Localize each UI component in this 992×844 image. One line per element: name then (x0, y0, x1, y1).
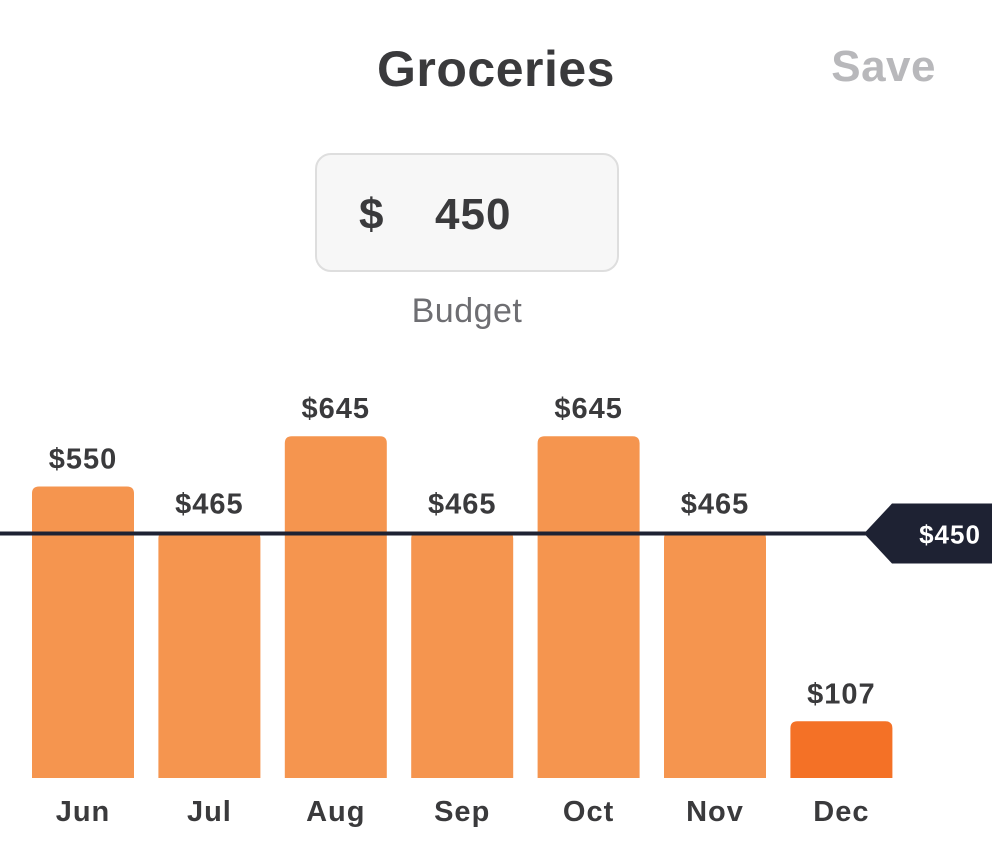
bar-value-label: $645 (302, 393, 371, 425)
spending-chart: $550 Jun $465 Jul $645 Aug $465 Sep $645 Oct $465 N… (0, 370, 992, 844)
bar-value-label: $645 (554, 393, 623, 425)
month-label-jun: Jun (56, 796, 111, 828)
month-label-sep: Sep (434, 796, 490, 828)
budget-input[interactable]: $ 450 (315, 153, 619, 272)
month-label-nov: Nov (686, 796, 744, 828)
month-label-dec: Dec (813, 796, 869, 828)
save-button[interactable]: Save (831, 42, 936, 91)
budget-label: Budget (411, 292, 523, 330)
bar-aug[interactable] (284, 436, 387, 778)
bar-value-label: $465 (175, 489, 244, 521)
bar-value-label: $465 (428, 489, 497, 521)
bar-jul[interactable] (158, 531, 261, 778)
bar-value-label: $465 (681, 489, 750, 521)
bar-sep[interactable] (411, 531, 514, 778)
spending-chart-svg: $550 Jun $465 Jul $645 Aug $465 Sep $645 Oct $465 N… (0, 393, 992, 828)
page-title: Groceries (377, 41, 615, 97)
bar-jun[interactable] (32, 486, 134, 778)
bar-value-label: $107 (807, 678, 876, 710)
month-label-jul: Jul (187, 796, 232, 828)
currency-symbol: $ (359, 190, 384, 239)
month-label-oct: Oct (563, 796, 614, 828)
month-label-aug: Aug (306, 796, 365, 828)
budget-line-tag (864, 503, 992, 564)
budget-value[interactable]: 450 (435, 190, 512, 239)
bar-dec[interactable] (790, 721, 893, 778)
budget-line-label: $450 (919, 520, 981, 550)
bar-nov[interactable] (664, 531, 766, 778)
header: Groceries Save (0, 0, 992, 140)
bar-value-label: $550 (49, 444, 118, 476)
bar-oct[interactable] (537, 436, 640, 778)
